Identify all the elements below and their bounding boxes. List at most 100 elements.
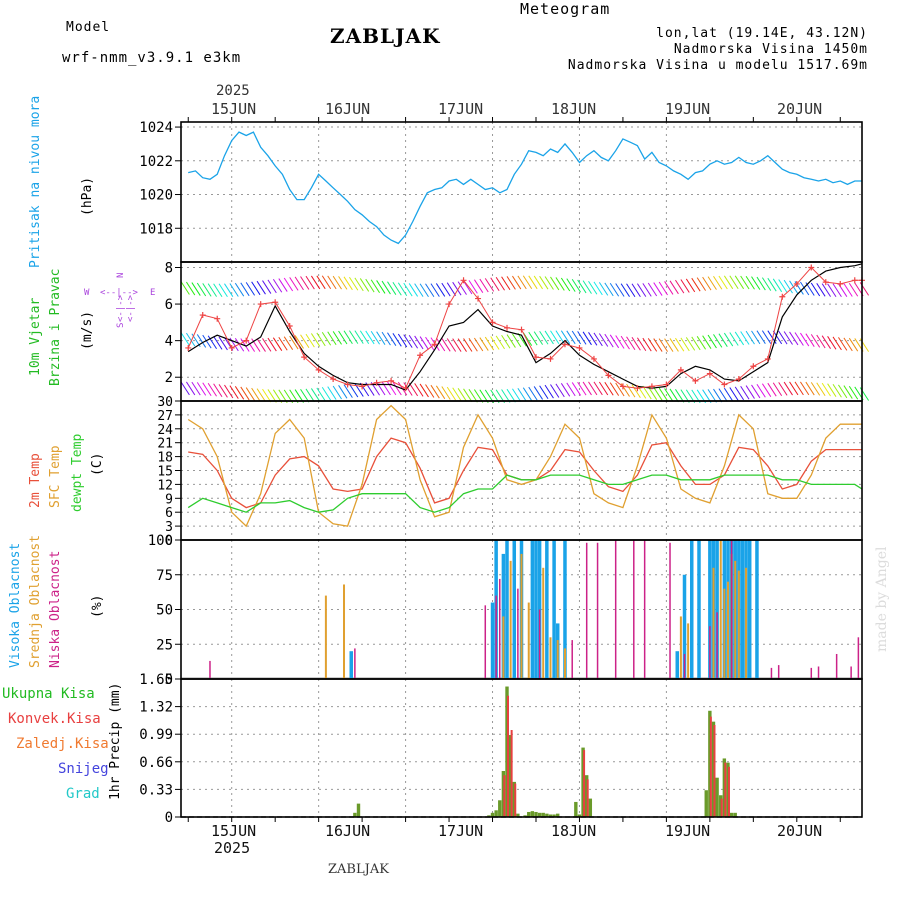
wind-barb <box>349 383 359 398</box>
wind-barb <box>626 336 636 350</box>
wind-barb <box>425 384 435 398</box>
low-cloud-bar <box>709 626 711 679</box>
wind-barb <box>566 278 576 292</box>
day-bottom-2: 16JUN <box>325 822 371 840</box>
wind-barb <box>229 385 239 399</box>
wind-barb <box>539 275 549 290</box>
high-cloud-bar <box>552 540 556 679</box>
temp-tick-label: 0 <box>165 534 173 549</box>
wind-barb <box>642 283 652 297</box>
wind-barb <box>827 383 837 397</box>
wind-barb <box>723 387 734 402</box>
wind-barb <box>756 384 766 398</box>
wind-barb <box>316 332 326 347</box>
wind-barb <box>441 338 451 352</box>
mid-cloud-bar <box>679 616 682 679</box>
wind-barb <box>300 276 310 290</box>
wind-barb <box>224 283 234 297</box>
wind-barb <box>495 335 505 350</box>
temp-tick-label: 3 <box>165 520 173 535</box>
wind-barb <box>696 277 707 291</box>
cloud-tick-label: 75 <box>156 568 173 584</box>
wind-barb <box>457 281 467 295</box>
total-precip-bar <box>527 811 531 817</box>
low-cloud-bar <box>517 588 519 679</box>
wind-barb <box>707 276 717 290</box>
gust-marker <box>460 277 467 284</box>
wind-barb <box>359 330 370 345</box>
wind-barb <box>365 330 375 345</box>
lonlat-text: lon,lat (19.14E, 43.12N) <box>656 26 868 41</box>
panel-frame <box>180 678 863 818</box>
wind-speed-line <box>187 263 863 391</box>
mid-cloud-bar <box>509 560 512 679</box>
model-name: wrf-nmm_v3.9.1 e3km <box>62 50 242 66</box>
wind-barb <box>685 278 696 293</box>
wind-barb <box>756 276 766 291</box>
low-cloud-bar <box>633 540 635 679</box>
total-precip-bar <box>552 814 556 817</box>
wind-barb <box>675 279 685 294</box>
temp-tick-label: 21 <box>157 437 173 452</box>
wind-barb <box>653 282 663 296</box>
low-cloud-bar <box>596 542 599 679</box>
wind-barb <box>441 386 451 400</box>
wind-barb <box>734 331 745 346</box>
wind-barb <box>560 277 571 292</box>
wind-barb <box>664 281 674 295</box>
gust-marker <box>344 381 351 388</box>
wind-compass-w: W <box>84 288 90 298</box>
wind-barb <box>848 282 859 297</box>
wind-barb <box>702 335 712 349</box>
wind-barb <box>691 277 701 292</box>
conv-precip-bar <box>709 716 712 817</box>
mid-cloud-bar <box>687 623 690 679</box>
wind-barb <box>294 276 304 291</box>
wind-barb <box>789 331 799 346</box>
wind-barb <box>224 384 234 399</box>
wind-barb <box>517 387 527 402</box>
wind-barb <box>202 334 212 349</box>
total-precip-bar <box>733 812 737 817</box>
wind-barb <box>647 338 658 352</box>
wind-barb <box>452 387 462 402</box>
wind-barb <box>327 331 337 346</box>
wind-barb <box>262 338 272 352</box>
gust-marker <box>808 264 815 271</box>
conv-precip-bar <box>724 762 727 817</box>
wind-barb <box>376 331 386 345</box>
wind-barb <box>593 381 603 396</box>
low-cloud-bar <box>571 640 573 679</box>
total-precip-bar <box>574 801 578 817</box>
wind-barb <box>778 279 788 293</box>
wind-barb <box>370 330 380 345</box>
wind-barb <box>615 335 625 349</box>
wind-barb <box>740 275 750 290</box>
wind-barb <box>745 330 755 345</box>
day-top-2: 16JUN <box>325 100 371 118</box>
wind-barb <box>457 338 467 352</box>
wind-barb <box>729 332 739 346</box>
wind-barb <box>577 279 587 294</box>
gust-marker <box>431 341 438 348</box>
wind-barb <box>751 330 761 345</box>
wind-barb <box>522 275 533 290</box>
gust-marker <box>286 323 293 330</box>
gust-marker <box>721 381 728 388</box>
low-cloud-bar <box>817 666 820 679</box>
low-cloud-bar <box>857 637 860 679</box>
wind-barb <box>403 282 413 297</box>
wind-barb <box>560 383 571 397</box>
wind-barb <box>267 337 277 352</box>
total-precip-bar <box>505 686 509 817</box>
wind-barb <box>213 336 223 350</box>
wind-barb <box>533 331 543 345</box>
wind-barb <box>631 384 641 398</box>
day-bottom-3: 17JUN <box>438 822 484 840</box>
mid-cloud-bar <box>502 616 505 679</box>
wind-barb <box>528 331 538 346</box>
wind-barb <box>305 333 315 348</box>
pressure-tick-label: 1024 <box>139 120 173 136</box>
wind-barb <box>349 277 359 291</box>
meteogram-label: Meteogram <box>520 0 611 18</box>
